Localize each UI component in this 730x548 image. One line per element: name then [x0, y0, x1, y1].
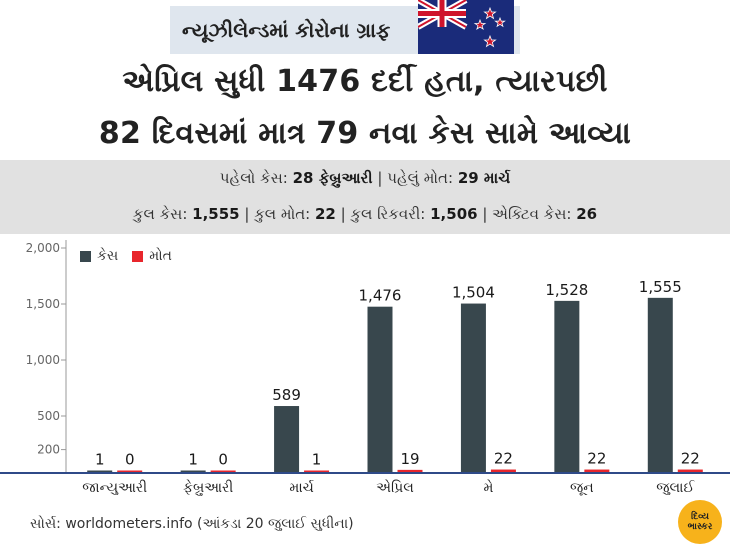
legend-label-cases: કેસ: [97, 248, 119, 264]
x-tick-label: ફેબ્રુઆરી: [183, 479, 233, 496]
bar-deaths: [304, 470, 330, 472]
headline-line-2: 82 દિવસમાં માત્ર 79 નવા કેસ સામે આવ્યા: [98, 116, 632, 151]
bar-cases: [367, 306, 393, 472]
bar-cases: [554, 300, 580, 472]
data-label-deaths: 22: [587, 450, 606, 468]
bar-chart: 200 500 1,000 1,500 2,000 1 0 જાન્યુઆરી 1 0 ફેબ્રુ…: [0, 240, 730, 496]
chart-area: 200 500 1,000 1,500 2,000 1 0 જાન્યુઆરી 1 0 ફેબ્રુ…: [0, 234, 730, 506]
y-tick-label: 200: [37, 443, 60, 457]
new-zealand-flag-icon: [418, 0, 514, 54]
facts-band: પહેલો કેસ: 28 ફેબ્રુઆરી | પહેલું મોત: 29…: [0, 160, 730, 234]
southern-cross-stars: [473, 6, 506, 48]
fact-value: 22: [315, 205, 336, 223]
y-tick-label: 2,000: [26, 241, 60, 255]
bar-deaths: [490, 469, 516, 472]
bar-cases: [87, 470, 113, 472]
data-label-deaths: 22: [681, 450, 700, 468]
x-tick-label: જૂન: [570, 480, 594, 496]
x-tick-label: માર્ચ: [289, 479, 314, 496]
legend-item-cases: કેસ: [80, 248, 118, 264]
logo-line-2: ભાસ્કર: [687, 522, 713, 532]
legend-swatch-cases: [80, 250, 91, 262]
data-label-deaths: 0: [125, 451, 135, 469]
bar-cases: [274, 406, 300, 472]
x-tick-label: જાન્યુઆરી: [82, 480, 147, 496]
facts-line-2: કુલ કેસ: 1,555 | કુલ મોત: 22 | કુલ રિકવર…: [0, 205, 730, 223]
data-label-cases: 1: [95, 451, 105, 469]
fact-value: 26: [576, 205, 598, 223]
fact-label: એક્ટિવ કેસ:: [492, 205, 577, 223]
fact-separator: |: [477, 205, 493, 223]
fact-value: 1,555: [192, 205, 240, 223]
data-label-cases: 1: [188, 451, 198, 469]
tag-title: ન્યૂઝીલેન્ડમાં કોરોના ગ્રાફ: [182, 18, 391, 42]
fact-label: કુલ મોત:: [254, 205, 315, 223]
x-tick-label: એપ્રિલ: [376, 479, 414, 496]
source-note: સોર્સ: worldometers.info (આંકડા 20 જુલાઈ…: [30, 516, 354, 532]
x-tick-label: મે: [483, 479, 493, 496]
fact-separator: |: [239, 205, 255, 223]
fact-label: પહેલો કેસ:: [219, 169, 293, 187]
union-jack: [418, 0, 468, 30]
legend-swatch-deaths: [132, 250, 144, 262]
fact-label: કુલ રિકવરી:: [350, 205, 431, 223]
data-label-deaths: 0: [218, 451, 228, 469]
chart-legend: કેસ મોત: [80, 248, 172, 264]
fact-value: 1,506: [430, 205, 478, 223]
bar-deaths: [117, 470, 143, 472]
bar-deaths: [677, 469, 703, 472]
bar-deaths: [397, 469, 423, 472]
legend-item-deaths: મોત: [132, 248, 172, 264]
data-label-cases: 1,476: [359, 287, 402, 305]
bar-deaths: [584, 469, 610, 472]
fact-label: કુલ કેસ:: [132, 205, 193, 223]
y-tick-label: 1,500: [26, 297, 60, 311]
data-label-cases: 1,504: [452, 284, 495, 302]
fact-value: 29 માર્ચ: [457, 169, 511, 187]
legend-label-deaths: મોત: [149, 248, 172, 264]
bar-cases: [180, 470, 206, 472]
x-tick-label: જુલાઈ: [656, 480, 695, 496]
fact-separator: |: [335, 205, 351, 223]
data-label-deaths: 22: [494, 450, 513, 468]
data-label-cases: 1,555: [639, 278, 682, 296]
bar-cases: [460, 303, 486, 472]
bar-deaths: [210, 470, 236, 472]
y-tick-label: 1,000: [26, 353, 60, 367]
data-label-cases: 1,528: [545, 281, 588, 299]
data-label-cases: 589: [272, 386, 301, 404]
fact-separator: |: [372, 169, 388, 187]
data-label-deaths: 19: [400, 450, 419, 468]
facts-line-1: પહેલો કેસ: 28 ફેબ્રુઆરી | પહેલું મોત: 29…: [0, 169, 730, 187]
headline-line-1: એપ્રિલ સુધી 1476 દર્દી હતા, ત્યારપછી: [122, 64, 608, 99]
fact-value: 28 ફેબ્રુઆરી: [292, 169, 373, 187]
logo-line-1: દિવ્ય: [691, 512, 709, 522]
y-tick-label: 500: [37, 409, 60, 423]
data-label-deaths: 1: [312, 451, 322, 469]
fact-label: પહેલું મોત:: [387, 169, 458, 187]
divya-bhaskar-logo: દિવ્ય ભાસ્કર: [678, 500, 722, 544]
bar-cases: [647, 297, 673, 472]
